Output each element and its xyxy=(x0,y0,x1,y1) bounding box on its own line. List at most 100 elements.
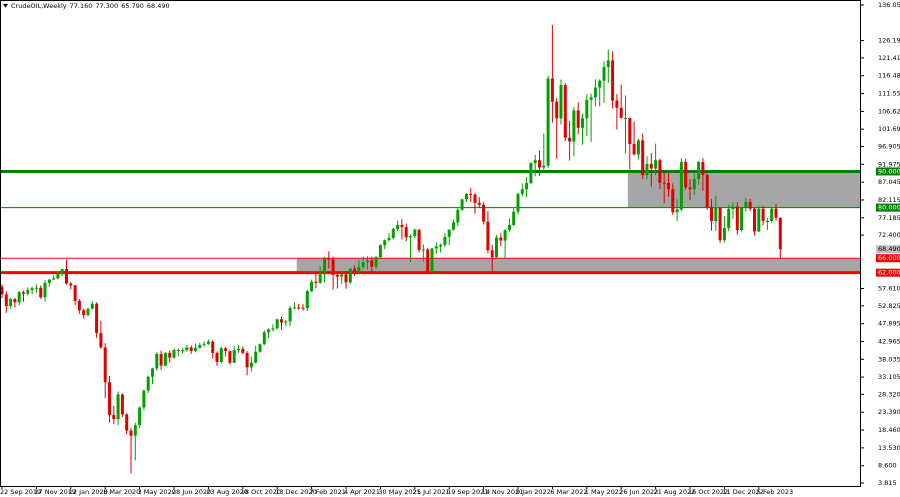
level-tag-label: 90.000 xyxy=(878,167,900,175)
plot-frame xyxy=(0,0,861,487)
candle-body xyxy=(77,300,81,311)
x-tick-label: 16 Oct 2022 xyxy=(688,488,728,496)
candle-body xyxy=(280,319,283,323)
candle-body xyxy=(718,207,722,241)
candle-body xyxy=(452,222,455,230)
candle-body xyxy=(753,208,756,232)
candle-body xyxy=(727,209,731,229)
candle-body xyxy=(297,307,301,309)
x-tick-label: 26 Jun 2022 xyxy=(619,488,658,496)
candle-body xyxy=(9,299,13,306)
candle-body xyxy=(705,175,709,208)
candle-body xyxy=(512,211,516,225)
candle-body xyxy=(490,250,494,258)
candle-body xyxy=(86,308,90,315)
y-tick-label: 23.390 xyxy=(878,408,900,416)
y-tick-label: 3.815 xyxy=(878,479,897,487)
y-tick-label: 28.320 xyxy=(878,390,900,398)
candle-body xyxy=(542,165,546,168)
candle-body xyxy=(314,281,318,283)
candle-body xyxy=(267,329,271,333)
candle-body xyxy=(456,209,460,223)
candle-body xyxy=(194,347,197,352)
candle-body xyxy=(473,194,477,203)
candle-body xyxy=(645,163,649,176)
candle-body xyxy=(477,202,481,205)
y-tick-label: 42.965 xyxy=(878,337,900,345)
x-tick-label: 8 Mar 2020 xyxy=(103,488,140,496)
y-tick-label: 57.610 xyxy=(878,285,900,293)
candle-body xyxy=(641,140,645,176)
x-tick-label: 19 Sep 2021 xyxy=(447,488,488,496)
candle-body xyxy=(284,321,288,323)
candle-body xyxy=(688,187,692,190)
candle-body xyxy=(671,189,675,213)
candle-body xyxy=(409,236,412,238)
candle-body xyxy=(185,347,189,351)
y-tick-label: 72.400 xyxy=(878,231,900,239)
candle-body xyxy=(47,279,51,283)
candle-body xyxy=(198,344,202,348)
y-tick-label: 87.045 xyxy=(878,178,900,186)
candle-body xyxy=(129,430,133,436)
candle-body xyxy=(90,303,94,309)
candle-body xyxy=(692,179,696,190)
candle-body xyxy=(232,350,236,363)
candle-body xyxy=(654,160,658,169)
candle-body xyxy=(237,348,240,351)
candle-body xyxy=(374,257,378,267)
candle-body xyxy=(108,382,111,416)
candle-body xyxy=(305,291,309,309)
candle-body xyxy=(667,183,670,190)
x-tick-label: 30 May 2021 xyxy=(378,488,420,496)
candle-body xyxy=(258,344,262,352)
candle-body xyxy=(731,206,735,210)
y-tick-label: 13.530 xyxy=(878,444,900,452)
y-tick-label: 47.895 xyxy=(878,320,900,328)
y-tick-label: 96.905 xyxy=(878,143,900,151)
candle-body xyxy=(202,343,206,345)
candle-body xyxy=(52,278,56,280)
candle-body xyxy=(159,354,163,366)
candle-body xyxy=(722,228,726,241)
candle-body xyxy=(538,160,541,168)
candle-body xyxy=(116,394,120,420)
candle-body xyxy=(370,260,374,267)
candle-body xyxy=(103,347,107,383)
x-tick-label: 22 Sep 2019 xyxy=(0,488,41,496)
header-value: 68.490 xyxy=(147,2,170,10)
candle-body xyxy=(602,66,606,81)
candle-body xyxy=(516,193,520,212)
candle-body xyxy=(120,394,124,415)
candle-body xyxy=(555,101,559,119)
candle-body xyxy=(744,201,748,208)
candle-body xyxy=(396,224,400,229)
candles xyxy=(0,25,782,474)
candle-body xyxy=(684,162,688,188)
candle-body xyxy=(366,260,369,263)
y-tick-label: 77.185 xyxy=(878,214,900,222)
candle-body xyxy=(241,348,245,353)
candle-body xyxy=(262,332,266,345)
candle-body xyxy=(421,249,425,251)
y-tick-label: 126.195 xyxy=(878,37,900,45)
level-tag-label: 80.000 xyxy=(878,204,900,212)
candle-body xyxy=(378,245,382,258)
price-tag-label: 68.490 xyxy=(878,245,900,253)
y-tick-label: 82.115 xyxy=(878,196,900,204)
candle-body xyxy=(649,163,653,169)
candle-body xyxy=(735,206,739,231)
candle-body xyxy=(464,193,468,200)
header-icon xyxy=(3,4,8,8)
candle-body xyxy=(383,240,387,246)
candle-body xyxy=(439,244,443,247)
candle-body xyxy=(82,310,86,315)
y-tick-label: 91.975 xyxy=(878,160,900,168)
level-tag xyxy=(876,254,900,263)
candle-body xyxy=(215,352,219,362)
x-tick-label: 25 Jul 2021 xyxy=(413,488,450,496)
candle-body xyxy=(400,224,404,228)
candle-body xyxy=(662,182,666,184)
candle-body xyxy=(189,347,193,352)
